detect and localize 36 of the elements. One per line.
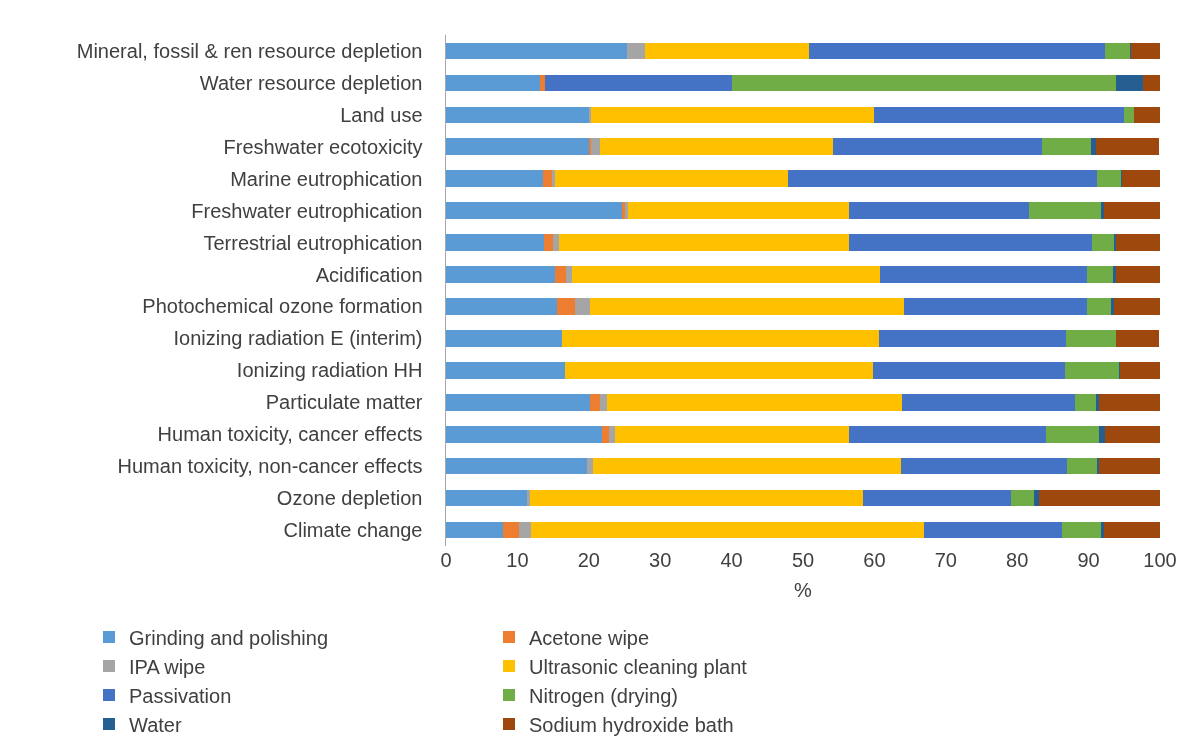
legend-label: Passivation: [129, 684, 232, 707]
legend-label: IPA wipe: [129, 655, 206, 678]
y-tick-label: Land use: [340, 103, 423, 126]
x-tick-label: 10: [506, 549, 529, 571]
legend-label: Acetone wipe: [529, 626, 650, 649]
y-tick-label: Human toxicity, non-cancer effects: [117, 455, 423, 478]
y-tick-label: Mineral, fossil & ren resource depletion: [76, 39, 423, 62]
y-tick-label: Water resource depletion: [199, 71, 423, 94]
x-tick-label: 90: [1077, 549, 1100, 571]
y-tick-label: Ionizing radiation HH: [236, 359, 423, 382]
x-tick-label: 50: [791, 549, 815, 571]
legend-label: Water: [129, 713, 182, 736]
y-tick-label: Ionizing radiation E (interim): [173, 327, 423, 350]
x-tick-label: 30: [649, 549, 672, 571]
x-tick-label: 60: [863, 549, 886, 571]
y-tick-label: Human toxicity, cancer effects: [157, 423, 423, 446]
x-tick-label: 70: [934, 549, 957, 571]
legend-label: Nitrogen (drying): [529, 684, 678, 707]
x-tick-label: 100: [1143, 549, 1177, 571]
x-tick-label: 0: [440, 549, 452, 571]
y-tick-label: Particulate matter: [265, 391, 423, 414]
y-tick-label: Terrestrial eutrophication: [203, 231, 423, 254]
y-tick-label: Freshwater ecotoxicity: [223, 135, 423, 158]
x-tick-label: 40: [720, 549, 743, 571]
y-tick-label: Acidification: [315, 263, 423, 286]
y-tick-label: Climate change: [283, 519, 423, 542]
y-tick-label: Marine eutrophication: [230, 167, 423, 190]
legend-label: Ultrasonic cleaning plant: [529, 655, 748, 678]
y-tick-label: Ozone depletion: [276, 487, 423, 510]
legend-label: Sodium hydroxide bath: [529, 713, 734, 736]
legend-label: Grinding and polishing: [129, 626, 329, 649]
x-axis-title: %: [794, 578, 813, 601]
x-tick-label: 80: [1006, 549, 1029, 571]
x-tick-label: 20: [577, 549, 600, 571]
y-tick-label: Photochemical ozone formation: [142, 295, 423, 318]
y-tick-label: Freshwater eutrophication: [191, 199, 423, 222]
